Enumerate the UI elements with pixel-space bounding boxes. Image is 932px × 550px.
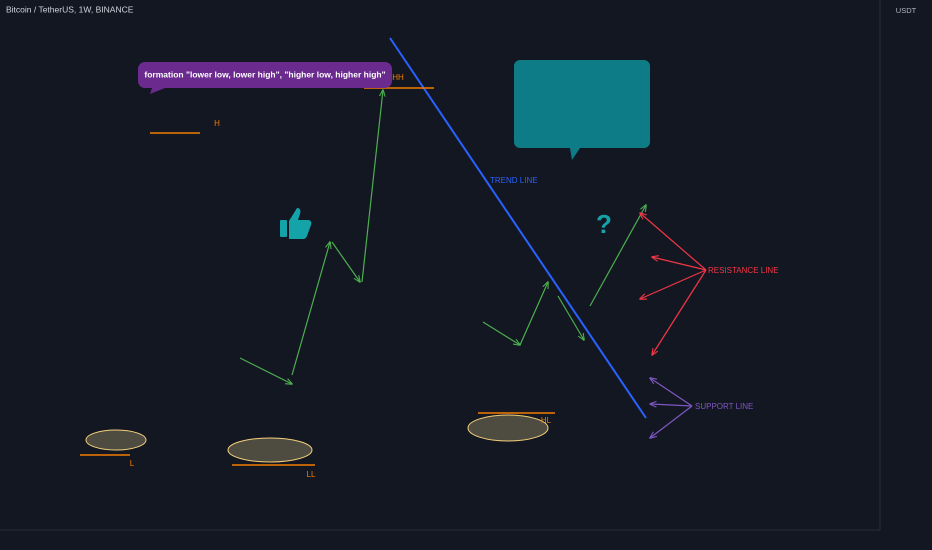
formation-bubble (138, 62, 392, 94)
price-axis (880, 0, 932, 550)
note-box (514, 60, 650, 160)
hl-label: HL (541, 416, 552, 425)
question-mark: ? (596, 209, 612, 239)
wave-arrow (519, 282, 548, 346)
resistance-arrow (640, 213, 707, 271)
wave-arrow (291, 242, 330, 376)
wave-arrow (331, 241, 360, 282)
support-arrow (650, 404, 693, 406)
wave-arrow (557, 295, 584, 340)
chart-title: Bitcoin / TetherUS, 1W, BINANCE (6, 4, 134, 14)
ll-label: LL (307, 470, 316, 479)
resistance-label: RESISTANCE LINE (708, 266, 779, 275)
trend-line (389, 37, 647, 419)
h-label: H (214, 119, 220, 128)
trend-label: TREND LINE (490, 176, 538, 185)
wave-arrow (361, 90, 383, 283)
ellipse (85, 429, 147, 451)
support-arrow (650, 378, 693, 407)
formation-text: formation "lower low, lower high", "high… (144, 69, 385, 79)
wave-arrow (239, 357, 292, 384)
currency-label: USDT (896, 6, 917, 15)
support-arrow (650, 405, 693, 438)
thumbs-up-icon (280, 208, 312, 239)
drawings: formation "lower low, lower high", "high… (80, 37, 779, 479)
resistance-arrow (652, 269, 707, 355)
wave-arrow (482, 321, 520, 345)
ellipse (467, 414, 549, 442)
hh-label: HH (392, 73, 404, 82)
ellipse (227, 437, 313, 463)
support-label: SUPPORT LINE (695, 402, 753, 411)
l-label: L (130, 459, 135, 468)
wave-arrow (589, 205, 646, 307)
resistance-arrow (640, 269, 707, 299)
resistance-arrow (652, 257, 707, 271)
